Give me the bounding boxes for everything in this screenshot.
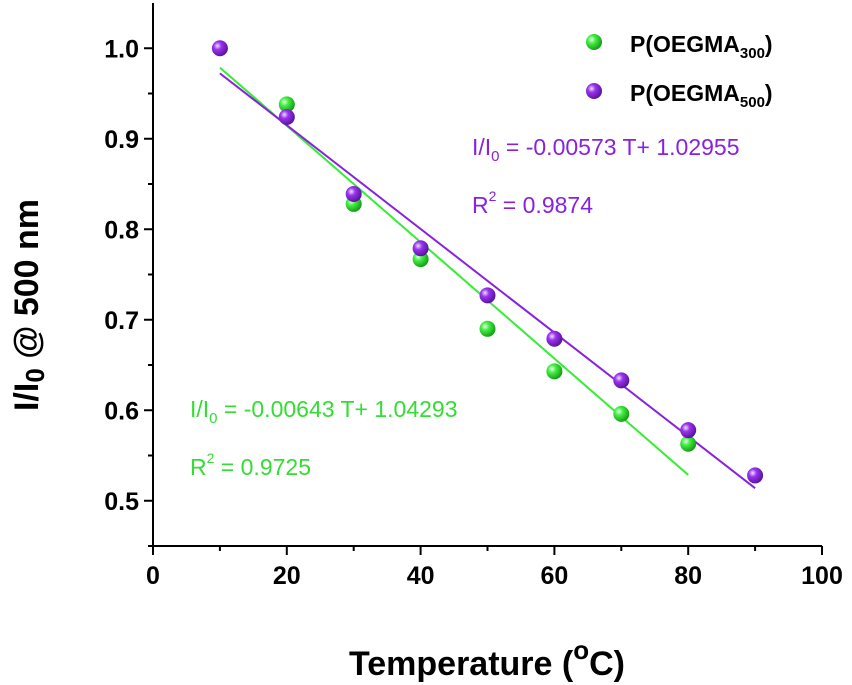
data-point-500 bbox=[412, 240, 429, 257]
data-point-300 bbox=[613, 405, 630, 422]
x-axis-title-superscript: o bbox=[573, 635, 589, 665]
annotation-oegma300: I/I0 = -0.00643 T+ 1.04293 R2 = 0.9725 bbox=[190, 396, 458, 480]
y-tick-label: 0.5 bbox=[104, 488, 139, 516]
data-point-500 bbox=[747, 467, 764, 484]
annotation-oegma500: I/I0 = -0.00573 T+ 1.02955 R2 = 0.9874 bbox=[472, 134, 740, 218]
data-point-300 bbox=[278, 96, 295, 113]
x-tick-label: 20 bbox=[273, 562, 301, 590]
legend: P(OEGMA300) P(OEGMA500) bbox=[586, 31, 773, 111]
data-point-500 bbox=[345, 185, 362, 202]
y-axis-title: I/I0 @ 500 nm bbox=[8, 199, 50, 411]
x-tick-label: 60 bbox=[540, 562, 568, 590]
data-point-500 bbox=[546, 330, 563, 347]
legend-label-oegma500: P(OEGMA500) bbox=[630, 80, 773, 111]
y-axis-title-subscript: 0 bbox=[20, 368, 50, 382]
fit-line-500 bbox=[219, 72, 756, 490]
data-point-500 bbox=[479, 287, 496, 304]
data-point-300 bbox=[479, 320, 496, 337]
y-tick-label: 0.8 bbox=[104, 216, 139, 244]
fit-lines bbox=[219, 66, 756, 490]
data-point-500 bbox=[680, 422, 697, 439]
data-point-300 bbox=[680, 435, 697, 452]
x-axis-title: Temperature (oC) bbox=[349, 635, 625, 683]
legend-marker-oegma300 bbox=[586, 34, 602, 50]
x-tick-label: 100 bbox=[801, 562, 843, 590]
data-point-500 bbox=[613, 372, 630, 389]
r-squared-oegma300: R2 = 0.9725 bbox=[190, 450, 311, 480]
r-squared-oegma500: R2 = 0.9874 bbox=[472, 188, 593, 218]
x-tick-label: 0 bbox=[146, 562, 160, 590]
x-tick-label: 40 bbox=[407, 562, 435, 590]
x-tick-label: 80 bbox=[674, 562, 702, 590]
data-point-300 bbox=[546, 363, 563, 380]
fit-equation-oegma300: I/I0 = -0.00643 T+ 1.04293 bbox=[190, 396, 458, 427]
y-ticks: 0.5 0.6 0.7 0.8 0.9 1.0 bbox=[104, 35, 153, 547]
data-point-500 bbox=[211, 40, 228, 57]
data-points bbox=[211, 40, 764, 484]
y-tick-label: 0.9 bbox=[104, 126, 139, 154]
y-tick-label: 0.6 bbox=[104, 397, 139, 425]
y-tick-label: 1.0 bbox=[104, 35, 139, 63]
x-ticks: 0 20 40 60 80 100 bbox=[146, 546, 843, 590]
data-point-500 bbox=[278, 109, 295, 126]
fit-equation-oegma500: I/I0 = -0.00573 T+ 1.02955 bbox=[472, 134, 740, 165]
y-tick-label: 0.7 bbox=[104, 307, 139, 335]
legend-marker-oegma500 bbox=[586, 83, 602, 99]
legend-label-oegma300: P(OEGMA300) bbox=[630, 31, 773, 62]
fit-line-300 bbox=[219, 66, 689, 476]
